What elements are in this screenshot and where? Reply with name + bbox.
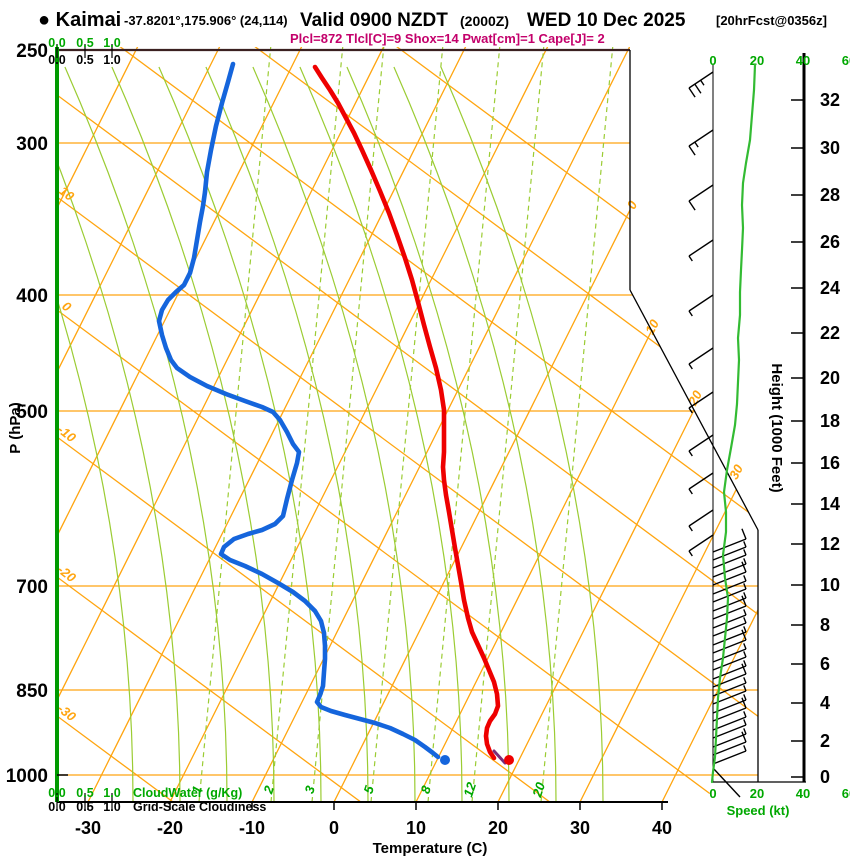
svg-text:1.0: 1.0 — [103, 36, 120, 50]
wind-barbs — [688, 65, 747, 798]
temperature-tick-label: 40 — [652, 818, 672, 838]
surface-dewpoint-dot — [440, 755, 450, 765]
temperature-tick-label: -10 — [239, 818, 265, 838]
svg-text:0.0: 0.0 — [48, 53, 65, 67]
height-tick-label: 6 — [820, 654, 830, 674]
svg-text:0: 0 — [709, 786, 716, 801]
station-title: ● Kaimai — [38, 9, 121, 32]
temperature-tick-label: 0 — [329, 818, 339, 838]
height-tick-label: 4 — [820, 693, 830, 713]
dewpoint-curve — [156, 61, 441, 760]
forecast-tag: [20hrFcst@0356z] — [716, 13, 827, 28]
wind-speed-curve — [710, 63, 757, 784]
svg-text:0.5: 0.5 — [76, 36, 93, 50]
sounding-params: Plcl=872 Tlcl[C]=9 Shox=14 Pwat[cm]=1 Ca… — [290, 31, 605, 46]
temperature-tick-label: 30 — [570, 818, 590, 838]
pressure-axis: 250 300 400 500 700 850 1000 P (hPa) — [6, 41, 48, 787]
surface-temperature-dot — [504, 755, 514, 765]
height-tick-label: 0 — [820, 767, 830, 787]
height-tick-label: 20 — [820, 368, 840, 388]
height-tick-label: 16 — [820, 453, 840, 473]
svg-text:0.5: 0.5 — [76, 800, 93, 814]
speed-axis-title: Speed (kt) — [727, 803, 790, 818]
svg-text:10: 10 — [56, 183, 77, 204]
cloudiness-label: Grid-Scale Cloudiness — [133, 800, 266, 814]
pressure-tick-label: 400 — [16, 286, 48, 307]
pressure-tick-label: 500 — [16, 402, 48, 423]
temperature-tick-label: -30 — [75, 818, 101, 838]
pressure-tick-label: 1000 — [6, 766, 48, 787]
temperature-tick-label: 10 — [406, 818, 426, 838]
pressure-tick-label: 850 — [16, 681, 48, 702]
valid-zulu: (2000Z) — [460, 13, 510, 29]
svg-text:0.0: 0.0 — [48, 800, 65, 814]
svg-text:20: 20 — [529, 780, 548, 800]
height-tick-label: 10 — [820, 575, 840, 595]
svg-text:0: 0 — [624, 197, 641, 211]
height-tick-label: 28 — [820, 185, 840, 205]
svg-text:0: 0 — [709, 53, 716, 68]
svg-text:20: 20 — [750, 786, 764, 801]
svg-text:60: 60 — [842, 786, 850, 801]
svg-text:1: 1 — [188, 784, 205, 796]
station-name: Kaimai — [55, 9, 122, 31]
svg-text:60: 60 — [842, 53, 850, 68]
temperature-axis-title: Temperature (C) — [373, 840, 488, 857]
height-axis-title: Height (1000 Feet) — [768, 363, 785, 492]
svg-text:3: 3 — [301, 783, 318, 795]
svg-text:5: 5 — [360, 783, 377, 795]
temperature-curve — [312, 64, 501, 761]
temperature-tick-label: 20 — [488, 818, 508, 838]
cloudwater-label: CloudWater (g/Kg) — [133, 786, 242, 800]
svg-text:0.5: 0.5 — [76, 53, 93, 67]
valid-time: Valid 0900 NZDT — [300, 10, 448, 31]
sounding-curves — [156, 61, 757, 784]
svg-text:1.0: 1.0 — [103, 800, 120, 814]
height-tick-label: 14 — [820, 494, 840, 514]
height-tick-label: 26 — [820, 232, 840, 252]
svg-text:40: 40 — [796, 786, 810, 801]
height-tick-label: 12 — [820, 534, 840, 554]
height-tick-label: 30 — [820, 138, 840, 158]
temperature-axis: -30 -20 -10 0 10 20 30 40 Temperature (C) — [75, 818, 672, 857]
station-bullet-icon: ● — [38, 9, 51, 31]
svg-text:0.0: 0.0 — [48, 786, 65, 800]
svg-text:2: 2 — [260, 783, 277, 796]
height-tick-label: 2 — [820, 731, 830, 751]
svg-text:12: 12 — [460, 780, 479, 799]
svg-text:40: 40 — [796, 53, 810, 68]
height-tick-label: 32 — [820, 90, 840, 110]
speed-axis: 00202040406060Speed (kt) — [709, 53, 850, 818]
svg-text:0.0: 0.0 — [48, 36, 65, 50]
height-tick-label: 24 — [820, 278, 840, 298]
plot-borders — [55, 44, 806, 810]
pressure-tick-label: 700 — [16, 577, 48, 598]
svg-text:1.0: 1.0 — [103, 786, 120, 800]
station-coords: -37.8201°,175.906° (24,114) — [124, 13, 288, 28]
pressure-axis-title: P (hPa) — [7, 402, 24, 453]
temperature-tick-label: -20 — [157, 818, 183, 838]
svg-text:20: 20 — [750, 53, 764, 68]
cloud-scale-labels: 0.00.00.00.00.50.50.50.51.01.01.01.0Clou… — [48, 36, 266, 814]
svg-text:1.0: 1.0 — [103, 53, 120, 67]
svg-text:0.5: 0.5 — [76, 786, 93, 800]
height-tick-label: 22 — [820, 323, 840, 343]
height-tick-label: 18 — [820, 411, 840, 431]
valid-date: WED 10 Dec 2025 — [527, 10, 686, 31]
pressure-tick-label: 300 — [16, 134, 48, 155]
pressure-tick-label: 250 — [16, 41, 48, 62]
height-tick-label: 8 — [820, 615, 830, 635]
parcel-segment — [492, 749, 507, 765]
